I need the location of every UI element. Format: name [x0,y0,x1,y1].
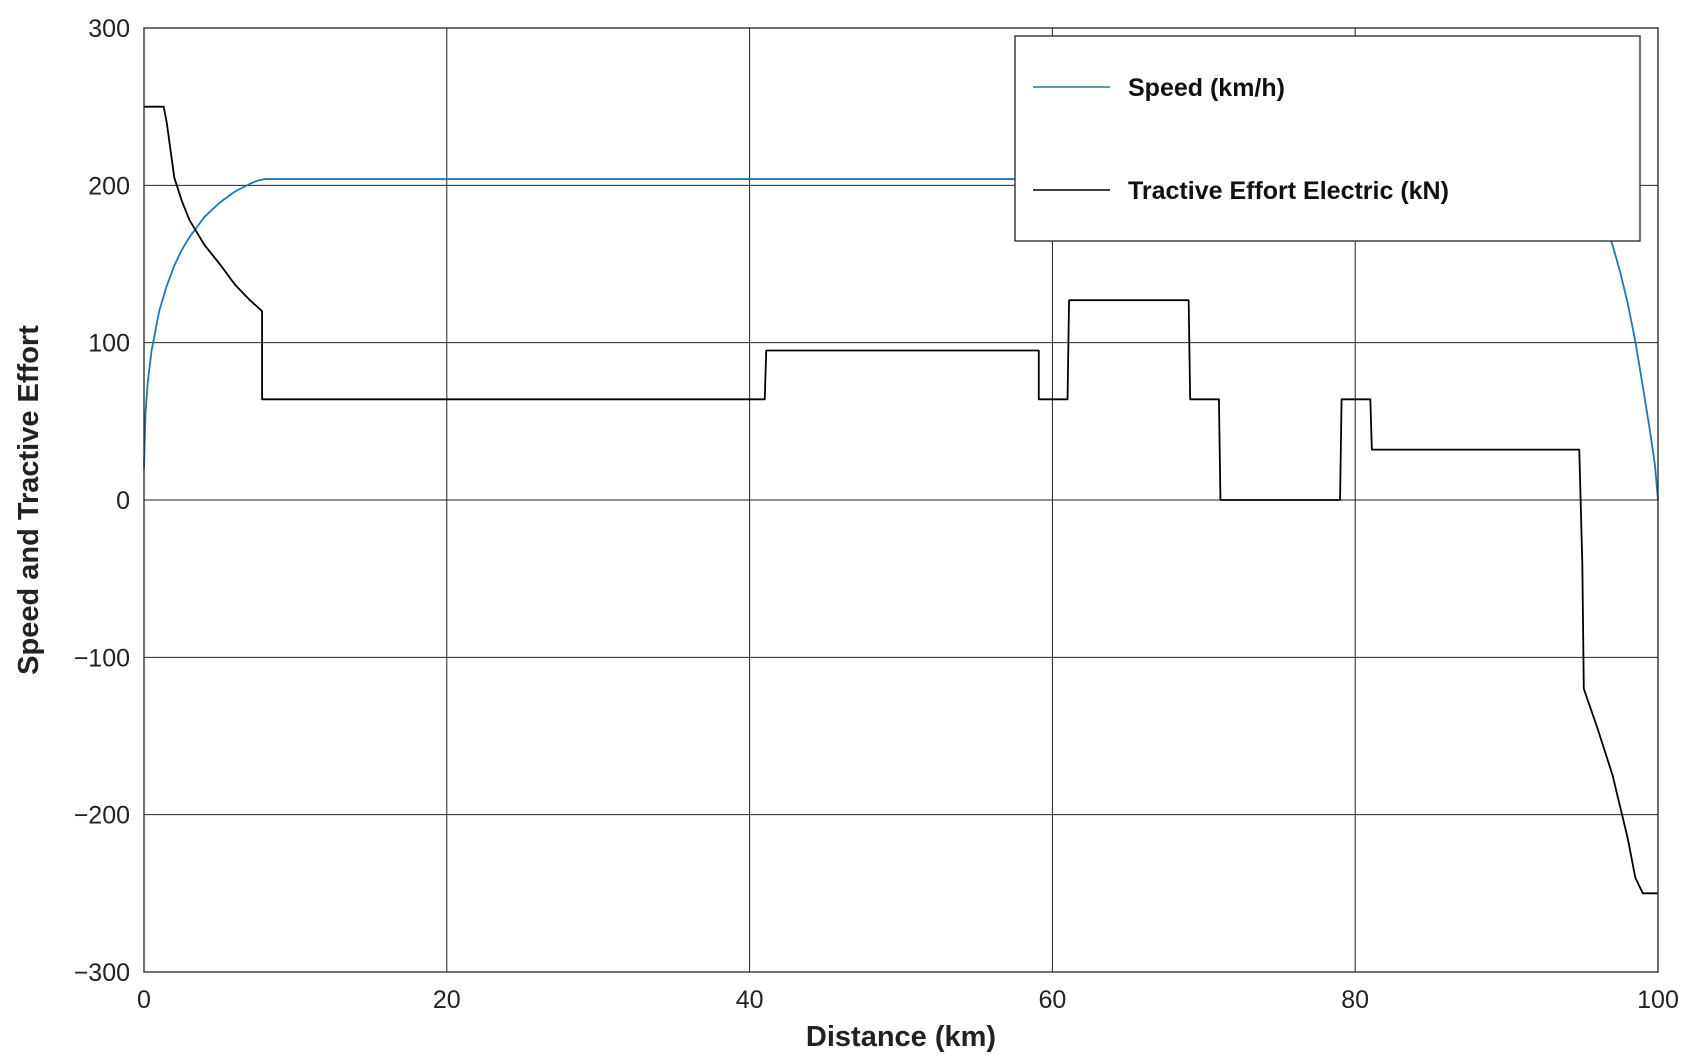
tractive-effort-series-line [144,105,1658,895]
y-tick-label: −300 [74,959,130,987]
x-axis-title: Distance (km) [806,1021,996,1053]
plot-frame [143,27,1659,973]
x-tick-label: 40 [736,986,764,1014]
y-tick-label: 300 [88,15,130,43]
legend-box [1014,35,1641,242]
legend-label-speed: Speed (km/h) [1128,74,1285,102]
x-tick-label: 20 [433,986,461,1014]
y-tick-label: 0 [116,487,130,515]
y-tick-label: −100 [74,644,130,672]
x-tick-label: 0 [137,986,151,1014]
x-tick-label: 100 [1637,986,1679,1014]
x-tick-label: 80 [1341,986,1369,1014]
grid-lines [143,27,1659,973]
legend-label-tractive-effort: Tractive Effort Electric (kN) [1128,177,1449,205]
y-tick-labels: −300 −200 −100 0 100 200 300 [74,15,130,987]
x-tick-labels: 0 20 40 60 80 100 [137,986,1679,1014]
speed-series-line [143,178,1659,501]
x-tick-label: 60 [1038,986,1066,1014]
y-tick-label: 200 [88,172,130,200]
y-axis-title: Speed and Tractive Effort [13,325,45,675]
legend: Speed (km/h) Tractive Effort Electric (k… [1014,35,1641,242]
y-tick-label: −200 [74,802,130,830]
series-lines [143,105,1659,895]
y-tick-label: 100 [88,330,130,358]
